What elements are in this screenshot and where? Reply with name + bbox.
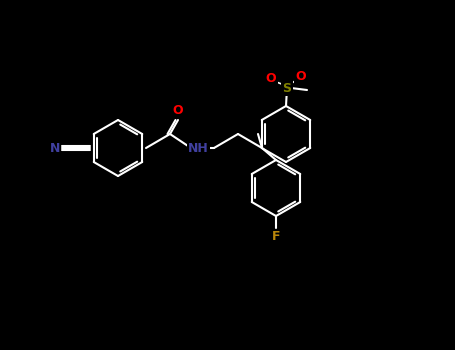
Text: N: N <box>50 141 60 154</box>
Text: F: F <box>272 230 280 243</box>
Text: O: O <box>296 70 306 83</box>
Text: NH: NH <box>188 141 209 154</box>
Text: O: O <box>266 71 276 84</box>
Text: O: O <box>173 104 183 117</box>
Text: S: S <box>283 82 292 95</box>
